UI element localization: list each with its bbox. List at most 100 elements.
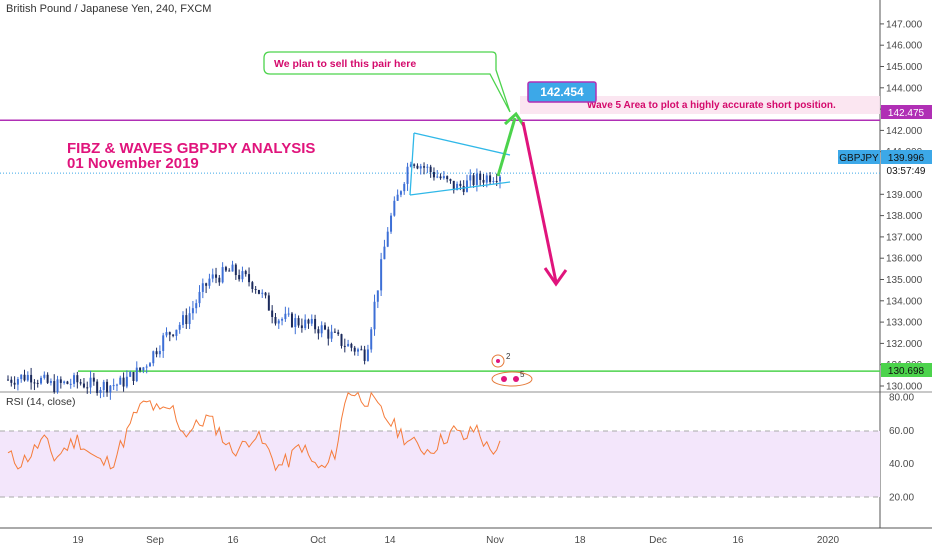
- down-arrow[interactable]: [521, 121, 568, 287]
- candle-body: [30, 374, 33, 383]
- candle-body: [390, 215, 393, 232]
- candle-body: [188, 313, 191, 325]
- candle-body: [406, 166, 409, 184]
- candle-body: [175, 329, 178, 336]
- price-tick-label: 132.000: [886, 339, 923, 350]
- sell-callout[interactable]: We plan to sell this pair here: [263, 51, 511, 113]
- candle-body: [343, 345, 346, 347]
- candle-body: [73, 375, 76, 384]
- rsi-axis[interactable]: 80.00 60.00 40.00 20.00: [889, 393, 914, 504]
- candle-body: [297, 318, 300, 326]
- candle-body: [198, 291, 201, 304]
- candle-body: [234, 264, 237, 276]
- candle-body: [168, 332, 171, 335]
- candle-body: [409, 164, 412, 167]
- price-tick-label: 144.000: [886, 83, 923, 94]
- candle-body: [376, 290, 379, 302]
- candle-body: [244, 271, 247, 275]
- triangle-pattern[interactable]: [409, 132, 511, 196]
- candle-body: [442, 176, 445, 179]
- candle-body: [281, 319, 284, 321]
- up-arrow[interactable]: [496, 111, 526, 177]
- candle-body: [347, 343, 350, 347]
- time-tick-label: 16: [227, 535, 239, 546]
- candle-body: [231, 264, 234, 272]
- candle-body: [49, 381, 52, 383]
- candle-body: [257, 289, 260, 294]
- candle-body: [337, 332, 340, 335]
- candle-body: [224, 267, 227, 271]
- price-tick-label: 135.000: [886, 275, 923, 286]
- candle-body: [96, 381, 99, 394]
- candle-body: [33, 382, 36, 384]
- candle-body: [492, 180, 495, 182]
- candle-body: [499, 176, 501, 182]
- candle-body: [16, 379, 19, 385]
- candle-body: [290, 313, 293, 327]
- candle-body: [23, 374, 26, 381]
- candle-body: [261, 292, 264, 294]
- resistance-value: 142.475: [888, 108, 925, 119]
- current-price-badge: GBPJPY 139.996 03:57:49: [838, 150, 932, 177]
- sell-note: We plan to sell this pair here: [274, 58, 416, 70]
- candle-body: [465, 180, 468, 192]
- candle-body: [132, 372, 135, 381]
- time-tick-label: Nov: [486, 535, 504, 546]
- current-symbol: GBPJPY: [839, 153, 879, 164]
- candle-body: [82, 383, 85, 388]
- candle-body: [274, 316, 277, 324]
- candle-body: [479, 173, 482, 180]
- candle-body: [366, 349, 369, 361]
- candle-body: [333, 331, 336, 333]
- candle-body: [152, 351, 155, 364]
- wave-marker-5: 5: [520, 370, 525, 379]
- candle-body: [241, 271, 244, 280]
- price-axis[interactable]: 147.000146.000145.000144.000143.000142.0…: [880, 19, 923, 393]
- candle-body: [165, 332, 168, 336]
- candle-body: [248, 274, 251, 283]
- candle-body: [432, 172, 435, 178]
- wave-markers[interactable]: 2 5: [491, 352, 533, 387]
- candle-body: [66, 381, 69, 384]
- rsi-tick-label: 20.00: [889, 492, 914, 503]
- rsi-tick-label: 40.00: [889, 459, 914, 470]
- time-tick-label: 19: [72, 535, 84, 546]
- wave5-area[interactable]: [520, 96, 880, 114]
- candle-body: [86, 387, 89, 389]
- time-axis[interactable]: 19 Sep 16 Oct 14 Nov 18 Dec 16 2020: [72, 535, 839, 546]
- price-tick-label: 142.000: [886, 126, 923, 137]
- candle-body: [92, 377, 95, 382]
- resistance-badge: 142.475: [881, 105, 932, 119]
- candle-body: [218, 277, 221, 283]
- candle-body: [452, 180, 455, 191]
- candle-body: [208, 278, 211, 286]
- candle-body: [135, 367, 138, 381]
- candle-body: [182, 315, 185, 325]
- candle-body: [373, 301, 376, 330]
- target-box[interactable]: 142.454: [527, 81, 597, 103]
- price-tick-label: 130.000: [886, 382, 923, 393]
- candle-body: [416, 165, 419, 169]
- candle-body: [327, 329, 330, 339]
- candle-body: [330, 331, 333, 339]
- time-tick-label: 18: [574, 535, 586, 546]
- candle-body: [386, 231, 389, 247]
- candle-body: [102, 381, 105, 390]
- candle-body: [264, 292, 267, 296]
- candle-body: [142, 367, 145, 371]
- candle-body: [469, 175, 472, 181]
- candle-body: [350, 343, 353, 348]
- candle-body: [357, 349, 360, 352]
- candle-body: [254, 289, 257, 291]
- candle-body: [353, 347, 356, 352]
- candle-body: [495, 180, 498, 182]
- candle-body: [340, 334, 343, 346]
- price-tick-label: 146.000: [886, 41, 923, 52]
- candle-body: [485, 175, 488, 183]
- candle-body: [363, 349, 366, 361]
- candle-body: [162, 335, 165, 351]
- candle-body: [106, 381, 109, 393]
- candle-body: [211, 274, 214, 279]
- candle-body: [122, 377, 125, 387]
